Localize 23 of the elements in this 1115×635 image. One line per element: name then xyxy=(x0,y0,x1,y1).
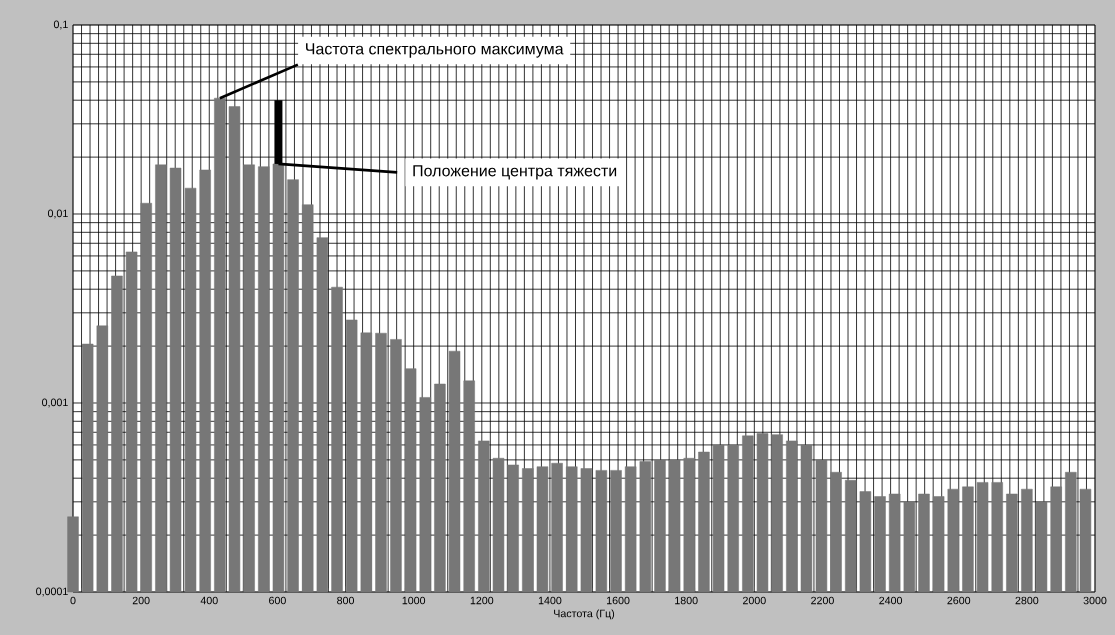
annotation: Частота спектрального максимума xyxy=(306,43,564,58)
x-tick-label: 600 xyxy=(269,596,286,605)
y-tick-label: 0,01 xyxy=(47,209,68,219)
x-tick-label: 2800 xyxy=(1015,596,1039,605)
x-tick-label: 2600 xyxy=(947,596,971,605)
x-tick-label: 3000 xyxy=(1083,596,1107,605)
x-tick-label: 800 xyxy=(337,596,355,605)
x-tick-label: 1400 xyxy=(538,596,562,605)
x-tick-label: 0 xyxy=(70,596,76,605)
x-tick-label: 400 xyxy=(200,596,218,605)
x-tick-label: 1200 xyxy=(470,596,494,605)
x-tick-label: 2200 xyxy=(811,596,834,605)
y-tick-label: 0,1 xyxy=(53,20,68,30)
x-tick-label: 1000 xyxy=(402,596,426,605)
x-tick-label: 1600 xyxy=(607,596,630,605)
x-tick-label: 200 xyxy=(132,596,150,605)
x-tick-label: 2000 xyxy=(743,596,766,605)
annotation: Положение центра тяжести xyxy=(413,165,617,180)
y-tick-label: 0,001 xyxy=(42,398,68,408)
y-tick-label: 0,0001 xyxy=(36,587,68,597)
x-axis-title: Частота (Гц) xyxy=(554,609,615,620)
x-tick-label: 2400 xyxy=(879,596,903,605)
x-tick-label: 1800 xyxy=(675,596,698,605)
